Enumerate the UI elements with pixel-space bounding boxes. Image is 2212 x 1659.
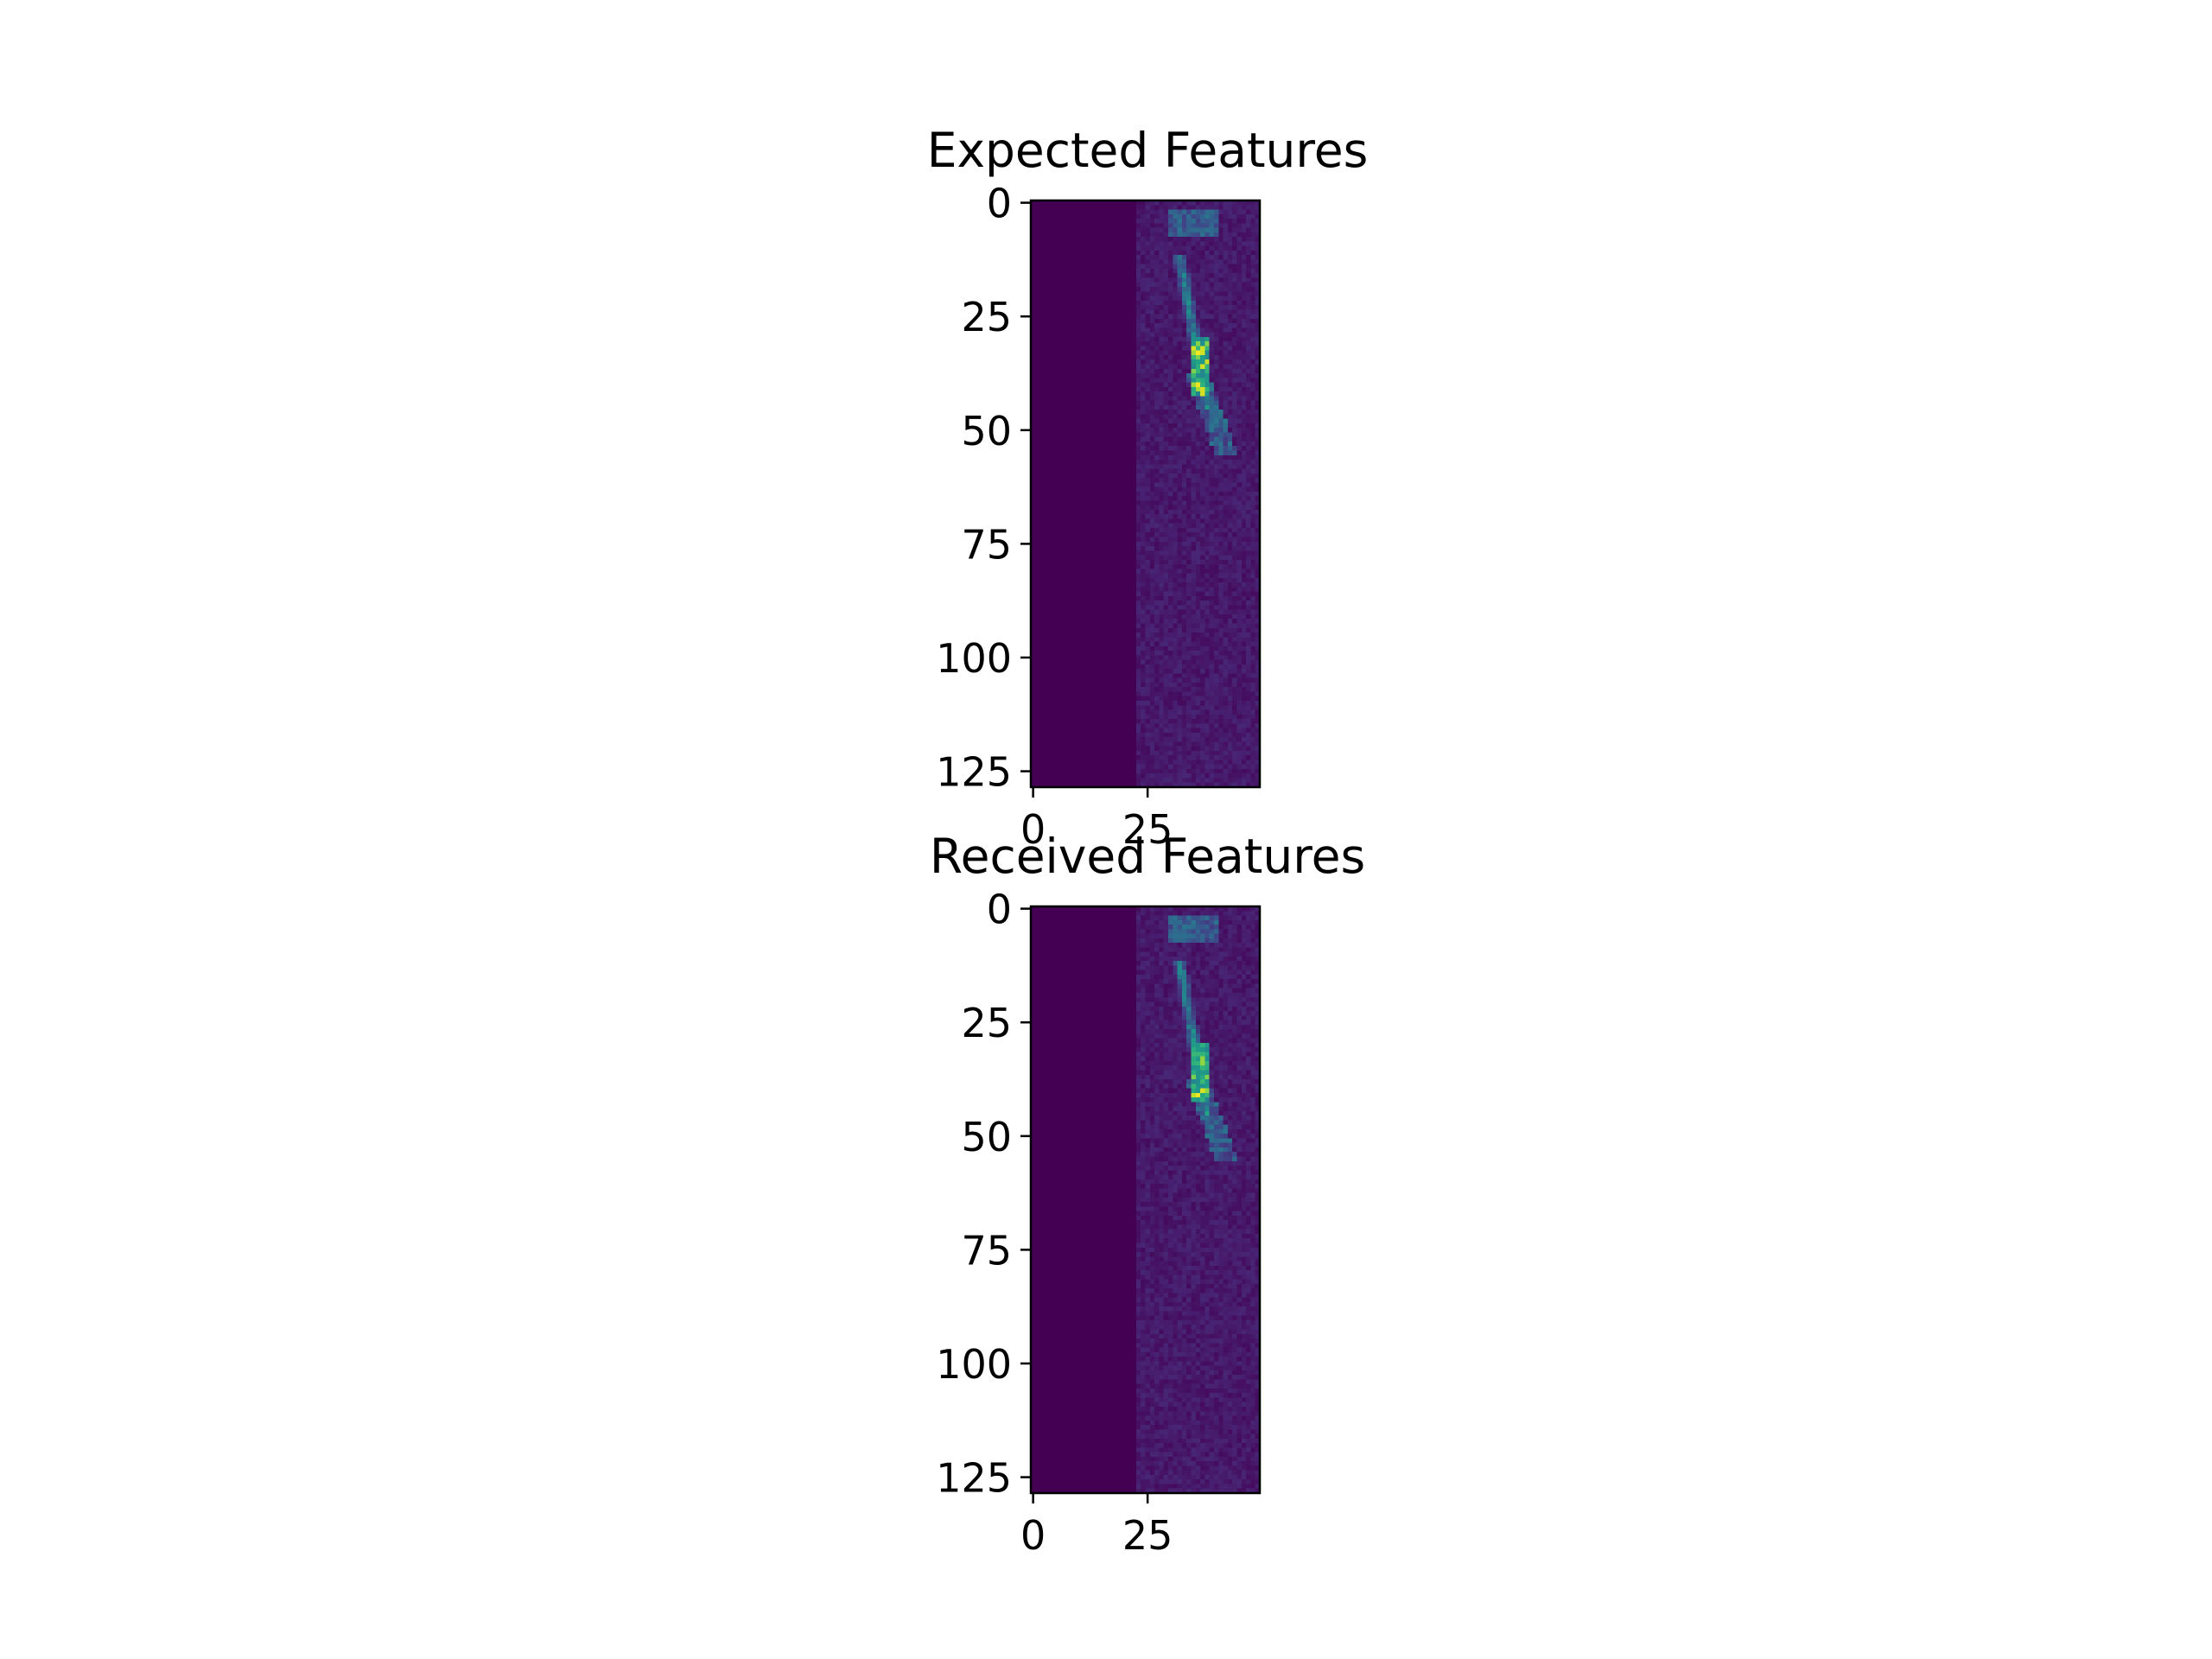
expected-features-y-tick-label: 50: [961, 408, 1012, 454]
expected-features-title: Expected Features: [927, 123, 1369, 178]
expected-features-heatmap: [1031, 200, 1260, 787]
expected-features-x-tick-label: 0: [1020, 806, 1046, 853]
received-features-y-tick-label: 125: [936, 1455, 1012, 1502]
received-features-frame: [1029, 905, 1262, 1495]
received-features-x-tick-label: 25: [1122, 1512, 1173, 1559]
received-features-heatmap: [1031, 906, 1260, 1493]
received-features-y-tick-label: 0: [987, 887, 1012, 933]
received-features-y-tick-label: 50: [961, 1114, 1012, 1160]
received-features-y-tick-label: 25: [961, 1000, 1012, 1046]
expected-features-y-tick-label: 125: [936, 749, 1012, 796]
expected-features-y-tick-label: 25: [961, 294, 1012, 340]
expected-features-y-tick-label: 100: [936, 635, 1012, 682]
expected-features-frame: [1029, 199, 1262, 789]
expected-features-y-tick-label: 0: [987, 181, 1012, 227]
received-features-image-holder: [1031, 906, 1260, 1493]
expected-features-image-holder: [1031, 200, 1260, 787]
received-features-title: Received Features: [930, 829, 1365, 884]
received-features-x-tick-label: 0: [1020, 1512, 1046, 1559]
received-features-y-tick-label: 100: [936, 1341, 1012, 1388]
expected-features-y-tick-label: 75: [961, 521, 1012, 568]
expected-features-x-tick-label: 25: [1122, 806, 1173, 853]
received-features-y-tick-label: 75: [961, 1227, 1012, 1274]
